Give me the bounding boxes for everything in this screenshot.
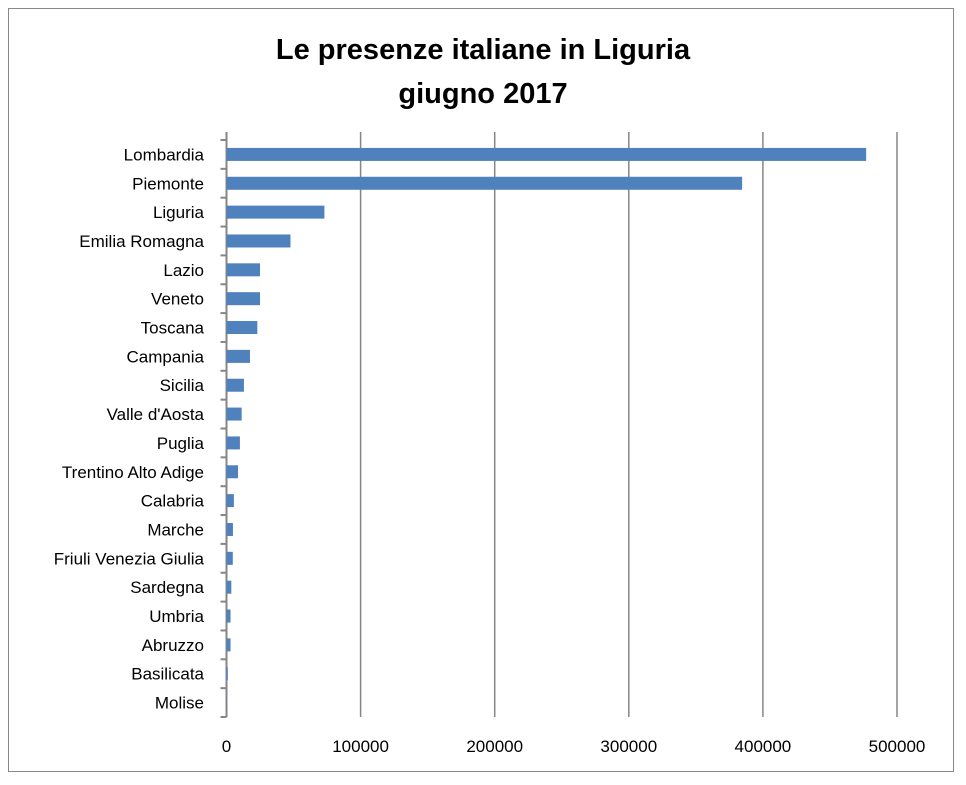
bar-friuli-venezia-giulia <box>226 551 233 565</box>
title-line: Le presenze italiane in Liguria <box>275 34 691 66</box>
bar-umbria <box>226 609 231 623</box>
category-label: Friuli Venezia Giulia <box>54 549 205 568</box>
bar-abruzzo <box>226 638 231 652</box>
category-label: Molise <box>155 694 204 713</box>
category-label: Campania <box>127 347 205 366</box>
category-label: Marche <box>147 520 204 539</box>
category-label: Toscana <box>141 319 205 338</box>
bar-trentino-alto-adige <box>226 465 239 479</box>
category-label: Puglia <box>157 434 205 453</box>
x-tick-label: 400000 <box>735 737 792 756</box>
category-label: Valle d'Aosta <box>107 405 205 424</box>
category-label: Abruzzo <box>142 636 204 655</box>
subtitle-line: giugno 2017 <box>398 78 568 110</box>
x-tick-label: 300000 <box>600 737 657 756</box>
chart-title: Le presenze italiane in Liguria giugno 2… <box>0 28 966 116</box>
category-label: Sicilia <box>160 376 205 395</box>
bar-sicilia <box>226 378 244 392</box>
x-tick-label: 100000 <box>332 737 389 756</box>
bar-puglia <box>226 436 240 450</box>
category-label: Emilia Romagna <box>79 232 204 251</box>
category-label: Liguria <box>153 203 205 222</box>
category-label: Lazio <box>163 261 204 280</box>
category-label: Trentino Alto Adige <box>62 463 204 482</box>
bar-basilicata <box>226 667 228 681</box>
category-label: Lombardia <box>124 145 205 164</box>
bar-sardegna <box>226 580 232 594</box>
category-label: Piemonte <box>132 174 204 193</box>
bar-emilia-romagna <box>226 234 291 248</box>
bar-valle-d-aosta <box>226 407 242 421</box>
x-tick-label: 0 <box>222 737 231 756</box>
x-tick-label: 500000 <box>869 737 926 756</box>
category-label: Veneto <box>151 290 204 309</box>
bar-toscana <box>226 321 258 335</box>
bar-calabria <box>226 494 234 508</box>
bar-piemonte <box>226 176 743 190</box>
category-label: Sardegna <box>130 578 204 597</box>
bar-veneto <box>226 292 261 306</box>
x-tick-label: 200000 <box>466 737 523 756</box>
bar-marche <box>226 522 233 536</box>
bar-lombardia <box>226 147 867 161</box>
bar-liguria <box>226 205 325 219</box>
category-label: Calabria <box>141 492 205 511</box>
category-label: Basilicata <box>131 665 204 684</box>
bar-campania <box>226 349 250 363</box>
chart-frame <box>8 8 954 772</box>
bar-lazio <box>226 263 261 277</box>
category-label: Umbria <box>149 607 204 626</box>
